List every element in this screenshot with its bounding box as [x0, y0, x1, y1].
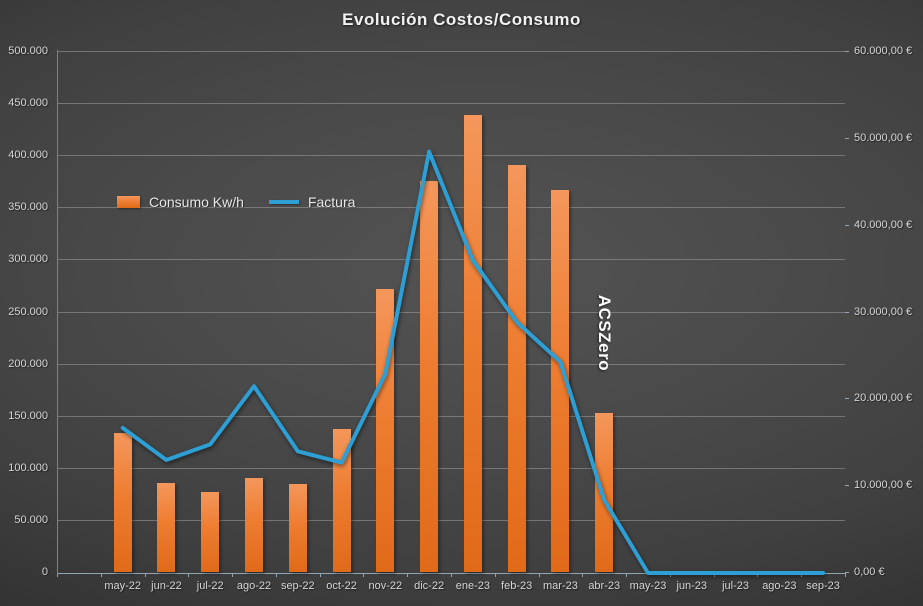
consumo-legend-swatch	[117, 196, 140, 208]
right-axis-tick-label: 10.000,00 €	[854, 479, 913, 492]
gridline	[57, 103, 845, 105]
consumo-bar	[332, 429, 351, 572]
x-axis-tick	[713, 573, 715, 577]
consumo-bar	[201, 491, 220, 572]
left-axis-tick-label: 350.000	[8, 201, 48, 214]
gridline	[57, 51, 845, 52]
consumo-bar	[507, 164, 526, 572]
acszero-annotation: ACSZero	[595, 294, 614, 372]
right-axis-tick-label: 30.000,00 €	[854, 305, 913, 318]
x-axis-tick-label: jul-23	[722, 580, 749, 592]
x-axis-tick	[801, 573, 803, 577]
left-axis-tick-label: 300.000	[8, 253, 48, 266]
left-axis-tick-label: 100.000	[8, 461, 48, 474]
chart-title: Evolución Costos/Consumo	[342, 10, 581, 29]
x-axis-tick-label: feb-23	[501, 580, 533, 592]
x-axis-tick	[538, 573, 540, 577]
consumo-bar	[113, 433, 132, 572]
gridline	[57, 415, 845, 417]
consumo-bar	[245, 478, 263, 572]
consumo-bar	[157, 483, 176, 572]
x-axis-tick-label: dic-22	[414, 580, 445, 592]
consumo-bar	[288, 484, 307, 572]
x-axis-tick	[144, 573, 146, 577]
left-axis-tick-label: 200.000	[8, 357, 48, 370]
x-axis-tick-label: jun-22	[151, 580, 182, 592]
x-axis-tick	[494, 573, 496, 577]
x-axis-tick	[275, 573, 277, 577]
gridline	[57, 311, 845, 313]
right-axis-tick-label: 20.000,00 €	[854, 392, 913, 405]
right-axis-tick	[845, 485, 849, 487]
x-axis-tick	[232, 573, 234, 577]
left-axis-tick-label: 0	[41, 566, 48, 578]
x-axis-tick-label: may-22	[104, 580, 141, 592]
gridline	[57, 467, 845, 469]
consumo-bar	[595, 412, 614, 572]
legend: Consumo Kw/h Factura	[117, 194, 355, 210]
x-axis-tick	[582, 573, 584, 577]
x-axis-tick-label: sep-23	[806, 580, 840, 592]
x-axis-tick	[363, 573, 365, 577]
right-axis-tick-label: 0,00 €	[854, 566, 885, 578]
x-axis-tick	[626, 573, 628, 577]
left-axis-tick-label: 450.000	[8, 97, 48, 110]
consumo-bar	[420, 181, 439, 572]
x-axis-tick	[669, 573, 671, 577]
factura-legend-swatch	[268, 200, 299, 204]
y-axis-line	[57, 50, 58, 574]
right-axis-tick	[845, 398, 849, 400]
gridline	[57, 259, 845, 261]
x-axis-tick-label: mar-23	[543, 580, 578, 592]
x-axis-tick-label: jul-22	[196, 580, 224, 592]
right-axis-tick-label: 40.000,00 €	[854, 218, 913, 231]
x-axis-tick-label: may-23	[629, 580, 667, 592]
x-axis-tick	[100, 573, 102, 577]
x-axis-tick	[407, 573, 409, 577]
x-axis-tick-label: ago-23	[762, 580, 797, 592]
x-axis-tick-label: sep-22	[280, 580, 315, 592]
consumo-legend-label: Consumo Kw/h	[149, 194, 244, 210]
left-axis-tick-label: 500.000	[8, 45, 48, 57]
x-axis-tick	[845, 573, 846, 577]
x-axis-tick	[188, 573, 190, 577]
x-axis-tick-label: oct-22	[326, 580, 357, 592]
x-axis-tick-label: ago-22	[236, 580, 272, 592]
right-axis-tick	[845, 51, 849, 52]
right-axis-tick-label: 60.000,00 €	[854, 45, 913, 57]
consumo-bar	[463, 114, 482, 572]
factura-legend-label: Factura	[307, 194, 356, 210]
x-axis-tick-label: nov-22	[368, 580, 403, 592]
x-axis-tick	[451, 573, 452, 577]
consumo-bar	[376, 288, 395, 572]
right-axis-tick-label: 50.000,00 €	[854, 131, 913, 144]
left-axis-tick-label: 250.000	[8, 305, 48, 318]
x-axis-tick-label: abr-23	[588, 580, 621, 592]
right-axis-tick	[845, 137, 849, 139]
right-axis-tick	[845, 311, 849, 313]
x-axis-tick	[757, 573, 759, 577]
gridline	[57, 155, 845, 157]
left-axis-tick-label: 50.000	[14, 513, 48, 526]
x-axis-tick	[319, 573, 321, 577]
consumo-bar	[551, 189, 570, 572]
x-axis-tick	[57, 573, 58, 577]
gridline	[57, 363, 845, 365]
right-axis-tick	[845, 224, 849, 226]
right-axis-tick	[845, 572, 849, 573]
x-axis-tick-label: jun-23	[676, 580, 708, 592]
left-axis-tick-label: 400.000	[8, 149, 48, 162]
x-axis-tick-label: ene-23	[455, 580, 490, 592]
left-axis-tick-label: 150.000	[8, 409, 48, 422]
